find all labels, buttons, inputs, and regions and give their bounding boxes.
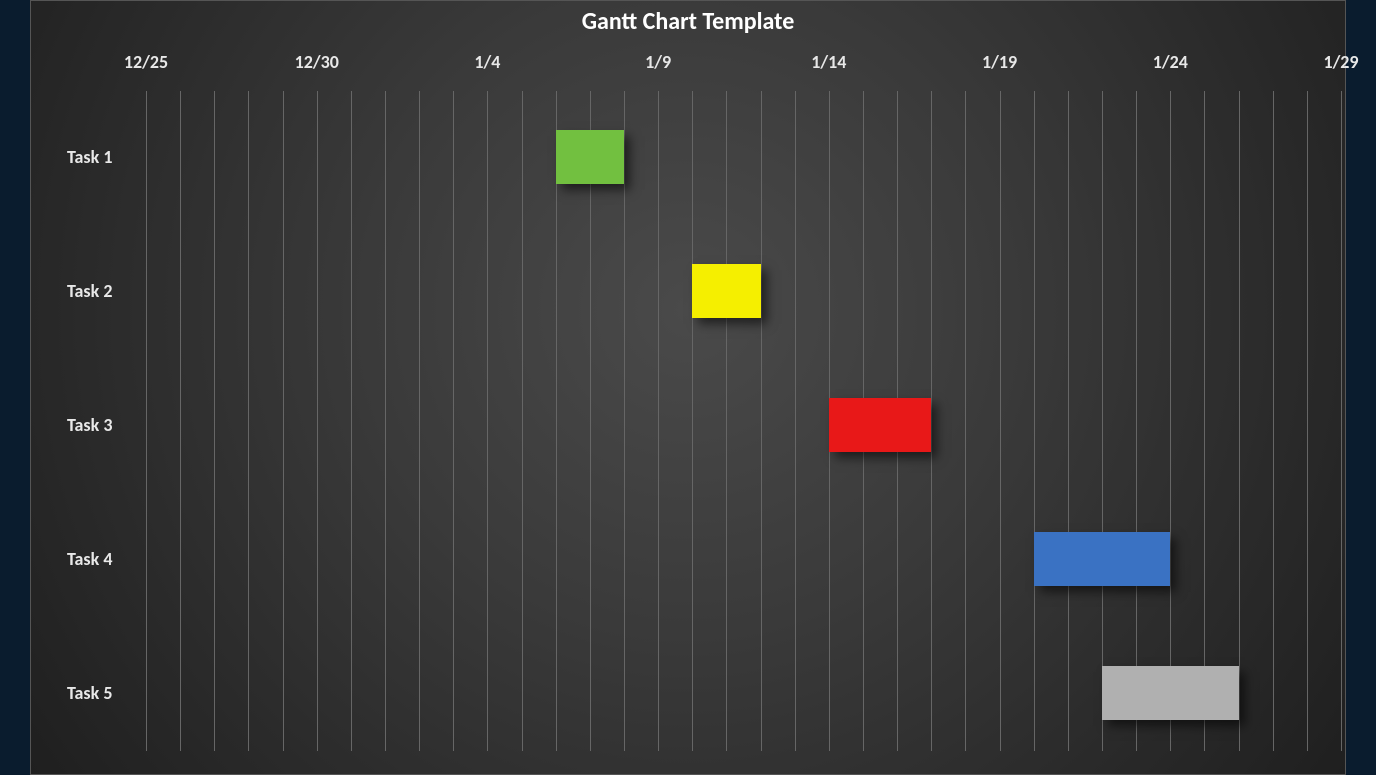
gantt-bar [1034, 532, 1171, 586]
gridline [180, 91, 181, 751]
gridline [1341, 91, 1342, 751]
gridline [522, 91, 523, 751]
gridline [248, 91, 249, 751]
gridline [1102, 91, 1103, 751]
gantt-bar [829, 398, 931, 452]
task-label: Task 4 [67, 548, 112, 570]
x-axis-tick-label: 1/24 [1153, 51, 1188, 73]
gridline [283, 91, 284, 751]
gantt-bar [556, 130, 624, 184]
gridline [658, 91, 659, 751]
plot-area [146, 91, 1341, 751]
gridline [795, 91, 796, 751]
gantt-bar [1102, 666, 1239, 720]
x-axis-tick-label: 12/30 [295, 51, 339, 73]
x-axis-tick-label: 1/14 [811, 51, 846, 73]
gridline [1136, 91, 1137, 751]
task-label: Task 1 [67, 146, 112, 168]
task-label: Task 2 [67, 280, 112, 302]
x-axis-tick-label: 1/9 [645, 51, 671, 73]
x-axis-tick-label: 1/4 [474, 51, 500, 73]
gridline [487, 91, 488, 751]
gridline [931, 91, 932, 751]
gridline [1307, 91, 1308, 751]
gridline [965, 91, 966, 751]
gridline [453, 91, 454, 751]
gridline [1034, 91, 1035, 751]
gridline [351, 91, 352, 751]
gridline [624, 91, 625, 751]
x-axis-tick-label: 1/29 [1323, 51, 1358, 73]
chart-title: Gantt Chart Template [31, 7, 1345, 36]
gridline [1239, 91, 1240, 751]
gridline [1170, 91, 1171, 751]
x-axis-tick-label: 12/25 [124, 51, 168, 73]
gridline [726, 91, 727, 751]
task-label: Task 3 [67, 414, 112, 436]
gridline [590, 91, 591, 751]
x-axis-labels: 12/2512/301/41/91/141/191/241/29 [31, 51, 1345, 81]
gantt-bar [692, 264, 760, 318]
gridline [419, 91, 420, 751]
gridline [1068, 91, 1069, 751]
gridline [1204, 91, 1205, 751]
gridline [317, 91, 318, 751]
gridline [556, 91, 557, 751]
gridline [1000, 91, 1001, 751]
gridline [692, 91, 693, 751]
gridline [761, 91, 762, 751]
task-label: Task 5 [67, 682, 112, 704]
slide-canvas: Gantt Chart Template 12/25 12/30 1/4 1/9 1/1… [30, 0, 1346, 775]
gridline [146, 91, 147, 751]
x-axis-tick-label: 1/19 [982, 51, 1017, 73]
gridline [385, 91, 386, 751]
gridline [1273, 91, 1274, 751]
gridline [214, 91, 215, 751]
